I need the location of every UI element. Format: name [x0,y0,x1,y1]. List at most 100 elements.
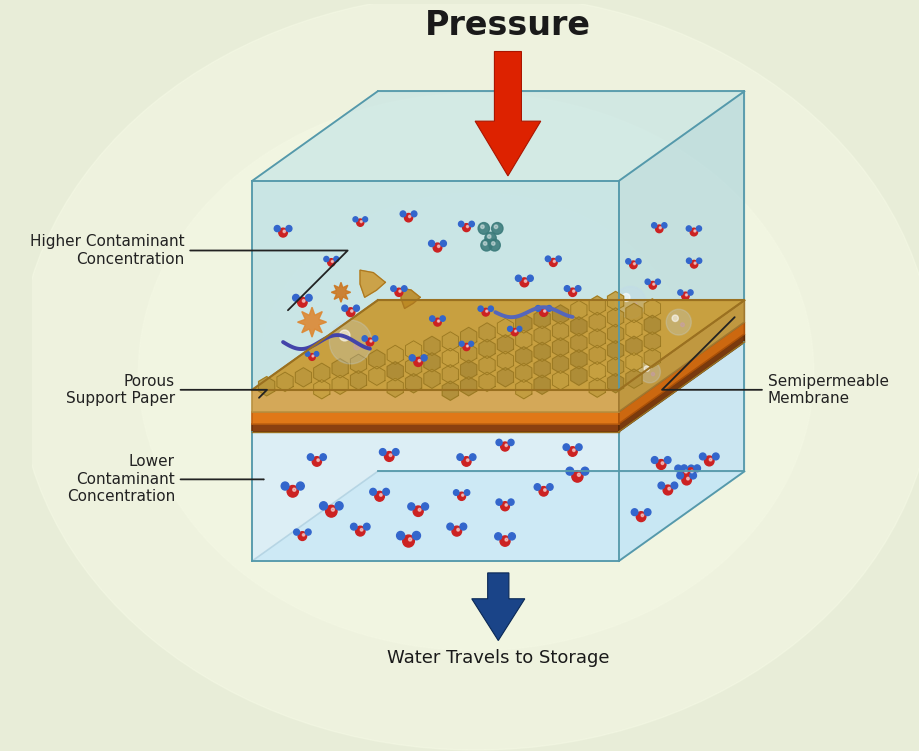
Polygon shape [625,369,641,388]
Circle shape [418,360,420,362]
Circle shape [320,454,326,460]
Circle shape [625,258,630,264]
Circle shape [655,460,665,469]
Circle shape [362,336,367,341]
Polygon shape [533,309,550,329]
Polygon shape [460,327,476,346]
Circle shape [298,297,307,307]
Circle shape [670,482,677,489]
Circle shape [689,261,697,268]
Circle shape [274,225,280,231]
Text: Porous
Support Paper: Porous Support Paper [66,373,267,406]
Circle shape [440,240,446,246]
Polygon shape [533,359,550,378]
Polygon shape [295,368,312,387]
Circle shape [679,468,688,478]
Circle shape [293,529,300,535]
Circle shape [462,343,470,351]
Circle shape [567,447,576,457]
Circle shape [690,470,693,473]
Circle shape [372,336,378,341]
Polygon shape [607,373,623,393]
Circle shape [278,228,287,237]
Circle shape [511,328,517,336]
Circle shape [482,242,486,246]
Polygon shape [607,341,623,360]
Circle shape [657,482,664,489]
Circle shape [462,224,470,231]
Circle shape [651,457,657,463]
Circle shape [305,294,312,301]
Polygon shape [442,365,458,384]
Polygon shape [533,326,550,345]
Circle shape [689,228,697,236]
Polygon shape [551,370,568,390]
Circle shape [686,468,695,478]
Polygon shape [497,351,513,370]
Circle shape [353,305,359,311]
Polygon shape [618,322,743,424]
Circle shape [696,226,701,231]
Circle shape [696,258,701,264]
Circle shape [643,366,649,371]
Circle shape [500,442,509,451]
Circle shape [534,484,540,490]
Circle shape [689,472,696,479]
Circle shape [457,454,463,460]
Circle shape [369,488,376,495]
Circle shape [562,444,569,451]
Polygon shape [497,318,513,338]
Circle shape [563,285,569,291]
Circle shape [661,462,663,465]
Circle shape [675,465,681,472]
Circle shape [331,508,335,511]
Circle shape [460,523,466,530]
Circle shape [629,261,637,269]
Circle shape [309,354,315,360]
Circle shape [403,535,414,547]
Circle shape [335,502,343,510]
Polygon shape [643,332,660,351]
Circle shape [307,454,313,460]
Circle shape [369,340,371,342]
Circle shape [481,240,492,251]
Circle shape [374,491,384,501]
Circle shape [281,482,289,490]
Polygon shape [474,52,540,176]
Circle shape [687,290,692,295]
Polygon shape [369,366,384,385]
Circle shape [466,459,469,461]
Circle shape [389,454,391,457]
Circle shape [552,261,555,262]
Polygon shape [618,92,743,390]
Text: Water Travels to Storage: Water Travels to Storage [387,649,609,667]
Circle shape [651,372,653,376]
Circle shape [323,256,328,261]
Circle shape [453,490,459,496]
Circle shape [482,309,489,316]
Circle shape [466,345,468,347]
Polygon shape [607,357,623,376]
Circle shape [437,320,439,322]
Polygon shape [625,320,641,339]
Circle shape [331,261,333,262]
Circle shape [632,263,635,265]
Circle shape [527,275,533,282]
Polygon shape [588,296,605,315]
Circle shape [305,529,311,535]
Circle shape [286,225,291,231]
Circle shape [404,213,412,222]
Circle shape [655,225,663,233]
Polygon shape [252,390,618,412]
Circle shape [396,532,404,540]
Circle shape [461,494,463,496]
Circle shape [546,306,551,311]
Polygon shape [588,329,605,348]
Circle shape [500,502,509,511]
Circle shape [693,230,695,232]
Polygon shape [387,378,403,397]
Circle shape [648,282,656,289]
Circle shape [565,467,573,475]
Circle shape [433,318,441,326]
Circle shape [487,234,491,238]
